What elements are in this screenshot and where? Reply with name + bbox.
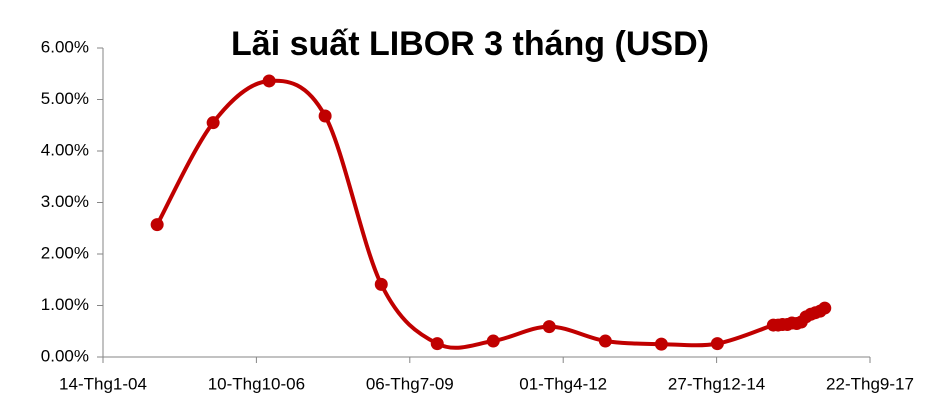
marker (318, 109, 332, 123)
y-tick-label: 5.00% (41, 89, 89, 108)
marker (430, 337, 444, 351)
y-tick-label: 1.00% (41, 295, 89, 314)
marker (654, 337, 668, 351)
x-tick-label: 01-Thg4-12 (519, 374, 607, 393)
line (155, 78, 826, 350)
marker (262, 74, 276, 88)
y-tick-label: 4.00% (41, 140, 89, 159)
marker (374, 277, 388, 291)
x-tick-label: 22-Thg9-17 (826, 374, 914, 393)
marker (206, 116, 220, 130)
marker (710, 337, 724, 351)
marker (150, 218, 164, 232)
y-tick-label: 0.00% (41, 346, 89, 365)
marker (598, 334, 612, 348)
marker (486, 334, 500, 348)
x-tick-label: 10-Thg10-06 (208, 374, 305, 393)
x-tick-label: 06-Thg7-09 (366, 374, 454, 393)
x-tick-label: 14-Thg1-04 (59, 374, 147, 393)
x-tick-label: 27-Thg12-14 (668, 374, 765, 393)
y-tick-label: 2.00% (41, 243, 89, 262)
marker (542, 320, 556, 334)
chart-title: Lãi suất LIBOR 3 tháng (USD) (231, 25, 709, 63)
y-tick-label: 3.00% (41, 192, 89, 211)
marker (818, 301, 832, 315)
y-tick-label: 6.00% (41, 37, 89, 56)
